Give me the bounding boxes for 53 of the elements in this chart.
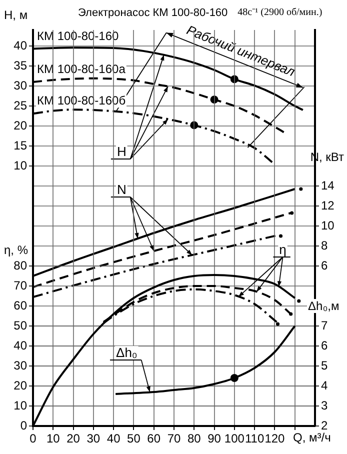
y2-tick-label: 12 (321, 198, 335, 212)
x-tick-label: 20 (66, 432, 80, 446)
y2-tick-label: 7 (321, 318, 328, 332)
y-tick-label: 50 (14, 318, 28, 332)
y2-tick-label: 14 (321, 178, 335, 192)
x-tick-label: 110 (245, 432, 264, 446)
y2-tick-label: 6 (321, 258, 328, 272)
y-tick-label: 0 (20, 418, 28, 432)
y2-tick-label: 2 (321, 418, 328, 432)
x-tick-label: 10 (46, 432, 60, 446)
y-tick-label: 10 (14, 398, 28, 412)
annotation: Δh₀ (116, 345, 138, 360)
x-tick-label: 0 (30, 432, 37, 446)
series-label: КМ 100-80-160 (37, 28, 120, 43)
y-tick-label: 10 (14, 158, 28, 172)
x-tick-label: 120 (264, 432, 286, 446)
y2-tick-label: 8 (321, 238, 328, 252)
x-tick-label: 80 (187, 432, 202, 446)
x-tick-label: 50 (127, 432, 141, 446)
y2-tick-label: 3 (321, 398, 328, 412)
series-label: КМ 100-80-160б (37, 94, 126, 108)
x-axis-title: Q, м³/ч (293, 430, 331, 444)
y-tick-label: 30 (14, 358, 28, 372)
y-tick-label: 80 (14, 258, 28, 272)
y2-axis-title: Δh₀,м (308, 299, 340, 313)
y2-tick-label: 10 (321, 218, 335, 232)
annotation: N (116, 182, 126, 197)
y-axis-title: H, м (4, 8, 28, 22)
x-tick-label: 90 (208, 432, 222, 446)
x-tick-label: 70 (167, 432, 181, 446)
x-tick-label: 60 (147, 432, 161, 446)
y-tick-label: 40 (14, 338, 28, 352)
y2-tick-label: 6 (321, 338, 328, 352)
y-tick-label: 40 (14, 38, 28, 52)
annotation: η (279, 242, 286, 257)
y2-tick-label: 4 (321, 378, 328, 392)
y-axis-title: η, % (4, 243, 28, 257)
chart-title: Электронасос КМ 100-80-160 (78, 7, 228, 19)
y-tick-label: 25 (14, 98, 28, 112)
y-tick-label: 60 (14, 298, 28, 312)
y2-tick-label: 5 (321, 358, 328, 372)
annotation: H (116, 144, 126, 159)
chart-subtitle: 48с⁻¹ (2900 об/мин.) (238, 7, 322, 18)
x-tick-label: 40 (106, 432, 121, 446)
y-tick-label: 20 (14, 118, 28, 132)
x-tick-label: 100 (224, 432, 245, 446)
series-label: КМ 100-80-160а (37, 62, 126, 76)
y-tick-label: 35 (14, 58, 28, 72)
y-tick-label: 70 (14, 278, 28, 292)
y-tick-label: 15 (14, 138, 28, 152)
y-tick-label: 20 (14, 378, 28, 392)
y-tick-label: 30 (14, 78, 28, 92)
x-tick-label: 30 (86, 432, 100, 446)
